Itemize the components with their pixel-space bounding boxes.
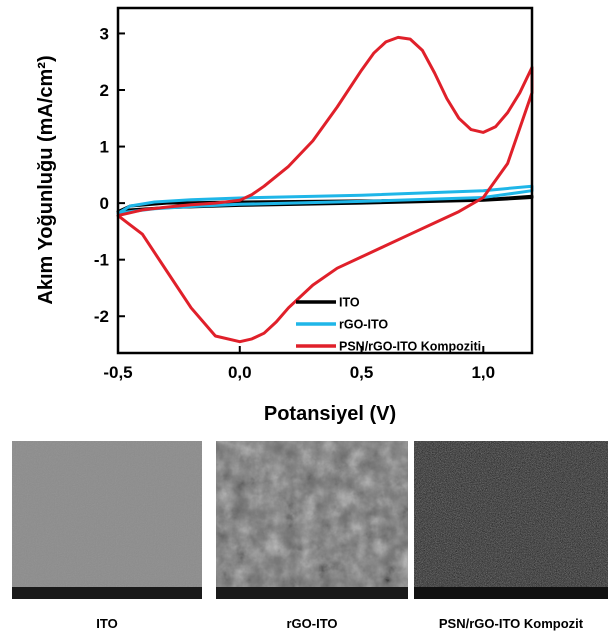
cv-chart: -0,5 0,0 0,5 1,0 -2 -1 0 1 2 3 ITO rGO-ITO PSN/rGO-…	[35, 6, 534, 425]
caption-ito: ITO	[96, 616, 118, 631]
y-tick-label: 3	[100, 24, 109, 43]
x-tick-label: 1,0	[471, 363, 495, 382]
x-tick-label: 0,5	[350, 363, 374, 382]
plot-frame	[116, 6, 534, 355]
sem-image-psn-rgo-ito	[414, 441, 608, 599]
x-axis-label: Potansiyel (V)	[264, 403, 396, 425]
y-tick-label: -2	[94, 307, 109, 326]
y-axis-label: Akım Yoğunluğu (mA/cm²)	[35, 55, 57, 304]
y-tick-label: 0	[100, 194, 109, 213]
legend-label-ito: ITO	[339, 296, 360, 310]
caption-psn-rgo-ito: PSN/rGO-ITO Kompozit	[438, 616, 584, 631]
y-tick-label: -1	[94, 251, 109, 270]
sem-image-ito	[12, 441, 202, 599]
x-tick-label: 0,0	[228, 363, 252, 382]
series-layer	[116, 35, 534, 344]
y-tick-label: 1	[100, 138, 109, 157]
ticks-layer: -0,5 0,0 0,5 1,0 -2 -1 0 1 2 3	[94, 24, 495, 382]
series-line-psn-rgo-ito-kompoziti	[116, 35, 534, 344]
y-tick-label: 2	[100, 81, 109, 100]
legend-label-psn-rgo-ito-kompoziti: PSN/rGO-ITO Kompoziti	[339, 340, 481, 354]
caption-rgo-ito: rGO-ITO	[286, 616, 338, 631]
legend: ITO rGO-ITO PSN/rGO-ITO Kompoziti	[296, 296, 481, 354]
x-tick-label: -0,5	[103, 363, 132, 382]
legend-label-rgo-ito: rGO-ITO	[339, 318, 388, 332]
sem-image-rgo-ito	[216, 441, 408, 599]
